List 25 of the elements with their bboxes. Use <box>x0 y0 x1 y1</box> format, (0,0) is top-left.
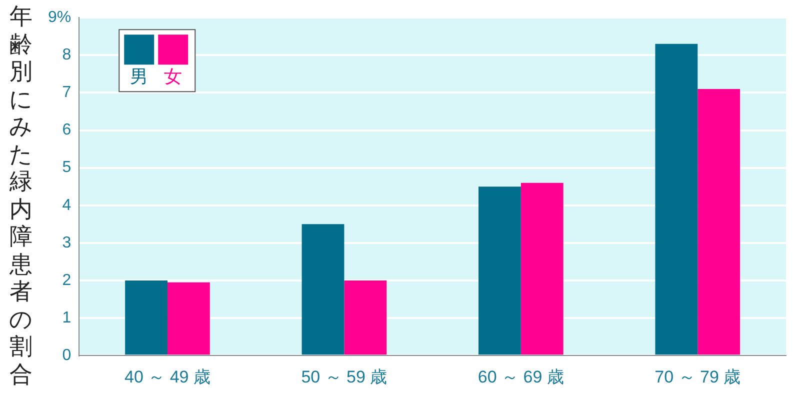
bar <box>125 280 168 355</box>
x-tick-label: 70 ～ 79 歳 <box>654 367 741 386</box>
bar <box>344 280 387 355</box>
bar <box>520 182 564 355</box>
bar <box>698 88 740 355</box>
bar <box>167 282 210 355</box>
y-tick-label: 8 <box>62 46 72 64</box>
y-tick-label: 0 <box>62 347 72 364</box>
bar <box>302 224 344 355</box>
x-tick-label: 50 ～ 59 歳 <box>301 367 388 386</box>
x-tick-label: 40 ～ 49 歳 <box>124 367 210 386</box>
legend-label: 女 <box>164 66 182 88</box>
y-tick-label: 2 <box>62 272 72 289</box>
y-tick-label: 4 <box>62 196 72 214</box>
y-tick-label: 3 <box>62 234 72 252</box>
text: 年齢別にみた緑内障患者の割合 <box>9 4 33 388</box>
y-tick-label: 5 <box>62 159 72 176</box>
bar <box>655 44 698 355</box>
bar <box>478 186 521 355</box>
y-tick-label: 7 <box>62 84 72 102</box>
y-tick-label: 6 <box>62 122 72 139</box>
legend-label: 男 <box>130 66 148 88</box>
y-tick-label: 9% <box>48 9 72 26</box>
y-tick-label: 1 <box>62 309 72 326</box>
x-tick-label: 60 ～ 69 歳 <box>478 367 564 386</box>
